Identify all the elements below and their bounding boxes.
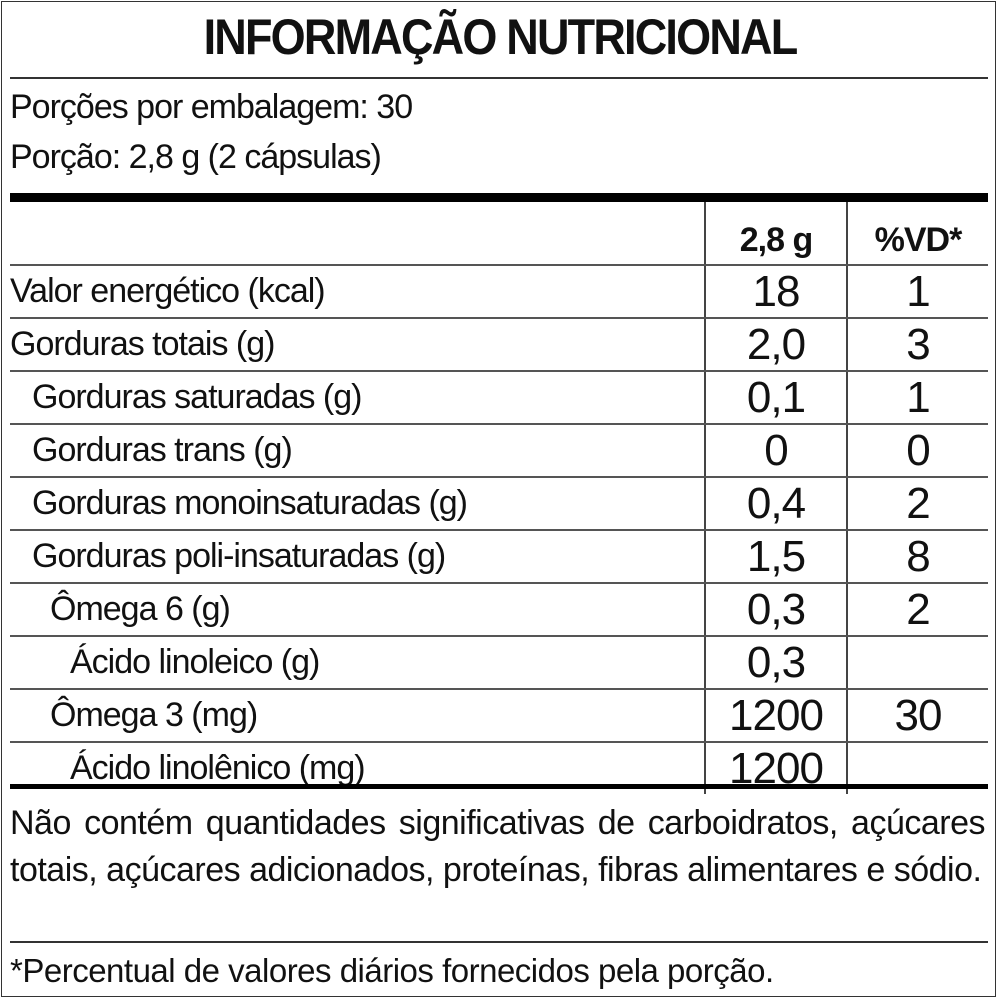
nutrition-table: 2,8 g %VD* Valor energético (kcal) 18 1 Gor… [10,202,988,794]
nutrient-dv: 0 [846,424,988,478]
nutrient-amount: 0,3 [704,583,847,637]
table-row: Gorduras saturadas (g) 0,1 1 [10,371,988,425]
thick-divider-bottom [10,784,988,789]
table-header: 2,8 g %VD* [10,202,988,266]
table-row: Gorduras trans (g) 0 0 [10,424,988,478]
nutrient-amount: 1,5 [704,530,847,584]
nutrient-dv: 1 [846,371,988,425]
nutrient-label: Gorduras totais (g) [10,318,705,372]
nutrient-dv: 8 [846,530,988,584]
nutrient-label: Ômega 3 (mg) [10,689,705,743]
divider [10,941,988,943]
nutrient-note: Não contém quantidades significativas de… [10,804,986,889]
nutrient-amount: 0,3 [704,636,847,690]
nutrient-amount: 0,4 [704,477,847,531]
nutrient-label: Gorduras trans (g) [10,424,705,478]
table-row: Gorduras poli-insaturadas (g) 1,5 8 [10,530,988,584]
divider [10,77,988,79]
nutrient-dv: 2 [846,477,988,531]
nutrient-label: Valor energético (kcal) [10,265,705,319]
nutrient-amount: 0 [704,424,847,478]
table-row: Ômega 6 (g) 0,3 2 [10,583,988,637]
serving-size: Porção: 2,8 g (2 cápsulas) [10,138,382,176]
nutrient-label: Ácido linolênico (mg) [70,749,366,787]
nutrient-dv: 30 [846,689,988,743]
nutrient-label: Ômega 6 (g) [10,583,705,637]
nutrient-amount: 2,0 [704,318,847,372]
nutrient-dv: 2 [846,583,988,637]
thick-divider [10,193,988,202]
nutrient-amount: 1200 [704,689,847,743]
nutrient-dv: 3 [846,318,988,372]
nutrient-label: Ácido linoleico (g) [10,636,705,690]
table-row: Ácido linoleico (g) 0,3 [10,636,988,690]
nutrient-label: Gorduras saturadas (g) [10,371,705,425]
nutrient-amount: 0,1 [704,371,847,425]
table-row: Gorduras totais (g) 2,0 3 [10,318,988,372]
nutrient-dv [846,636,988,690]
footnote: *Percentual de valores diários fornecido… [10,952,774,989]
servings-per-package: Porções por embalagem: 30 [10,88,413,126]
nutrient-label: Gorduras monoinsaturadas (g) [10,477,705,531]
table-row: Ômega 3 (mg) 1200 30 [10,689,988,743]
label-title: INFORMAÇÃO NUTRICIONAL [203,9,799,65]
table-row: Gorduras monoinsaturadas (g) 0,4 2 [10,477,988,531]
header-amount: 2,8 g [704,202,847,266]
header-label [10,202,705,266]
nutrient-label: Gorduras poli-insaturadas (g) [10,530,705,584]
nutrient-amount: 18 [704,265,847,319]
nutrient-dv: 1 [846,265,988,319]
table-row: Valor energético (kcal) 18 1 [10,265,988,319]
header-dv: %VD* [846,202,988,266]
